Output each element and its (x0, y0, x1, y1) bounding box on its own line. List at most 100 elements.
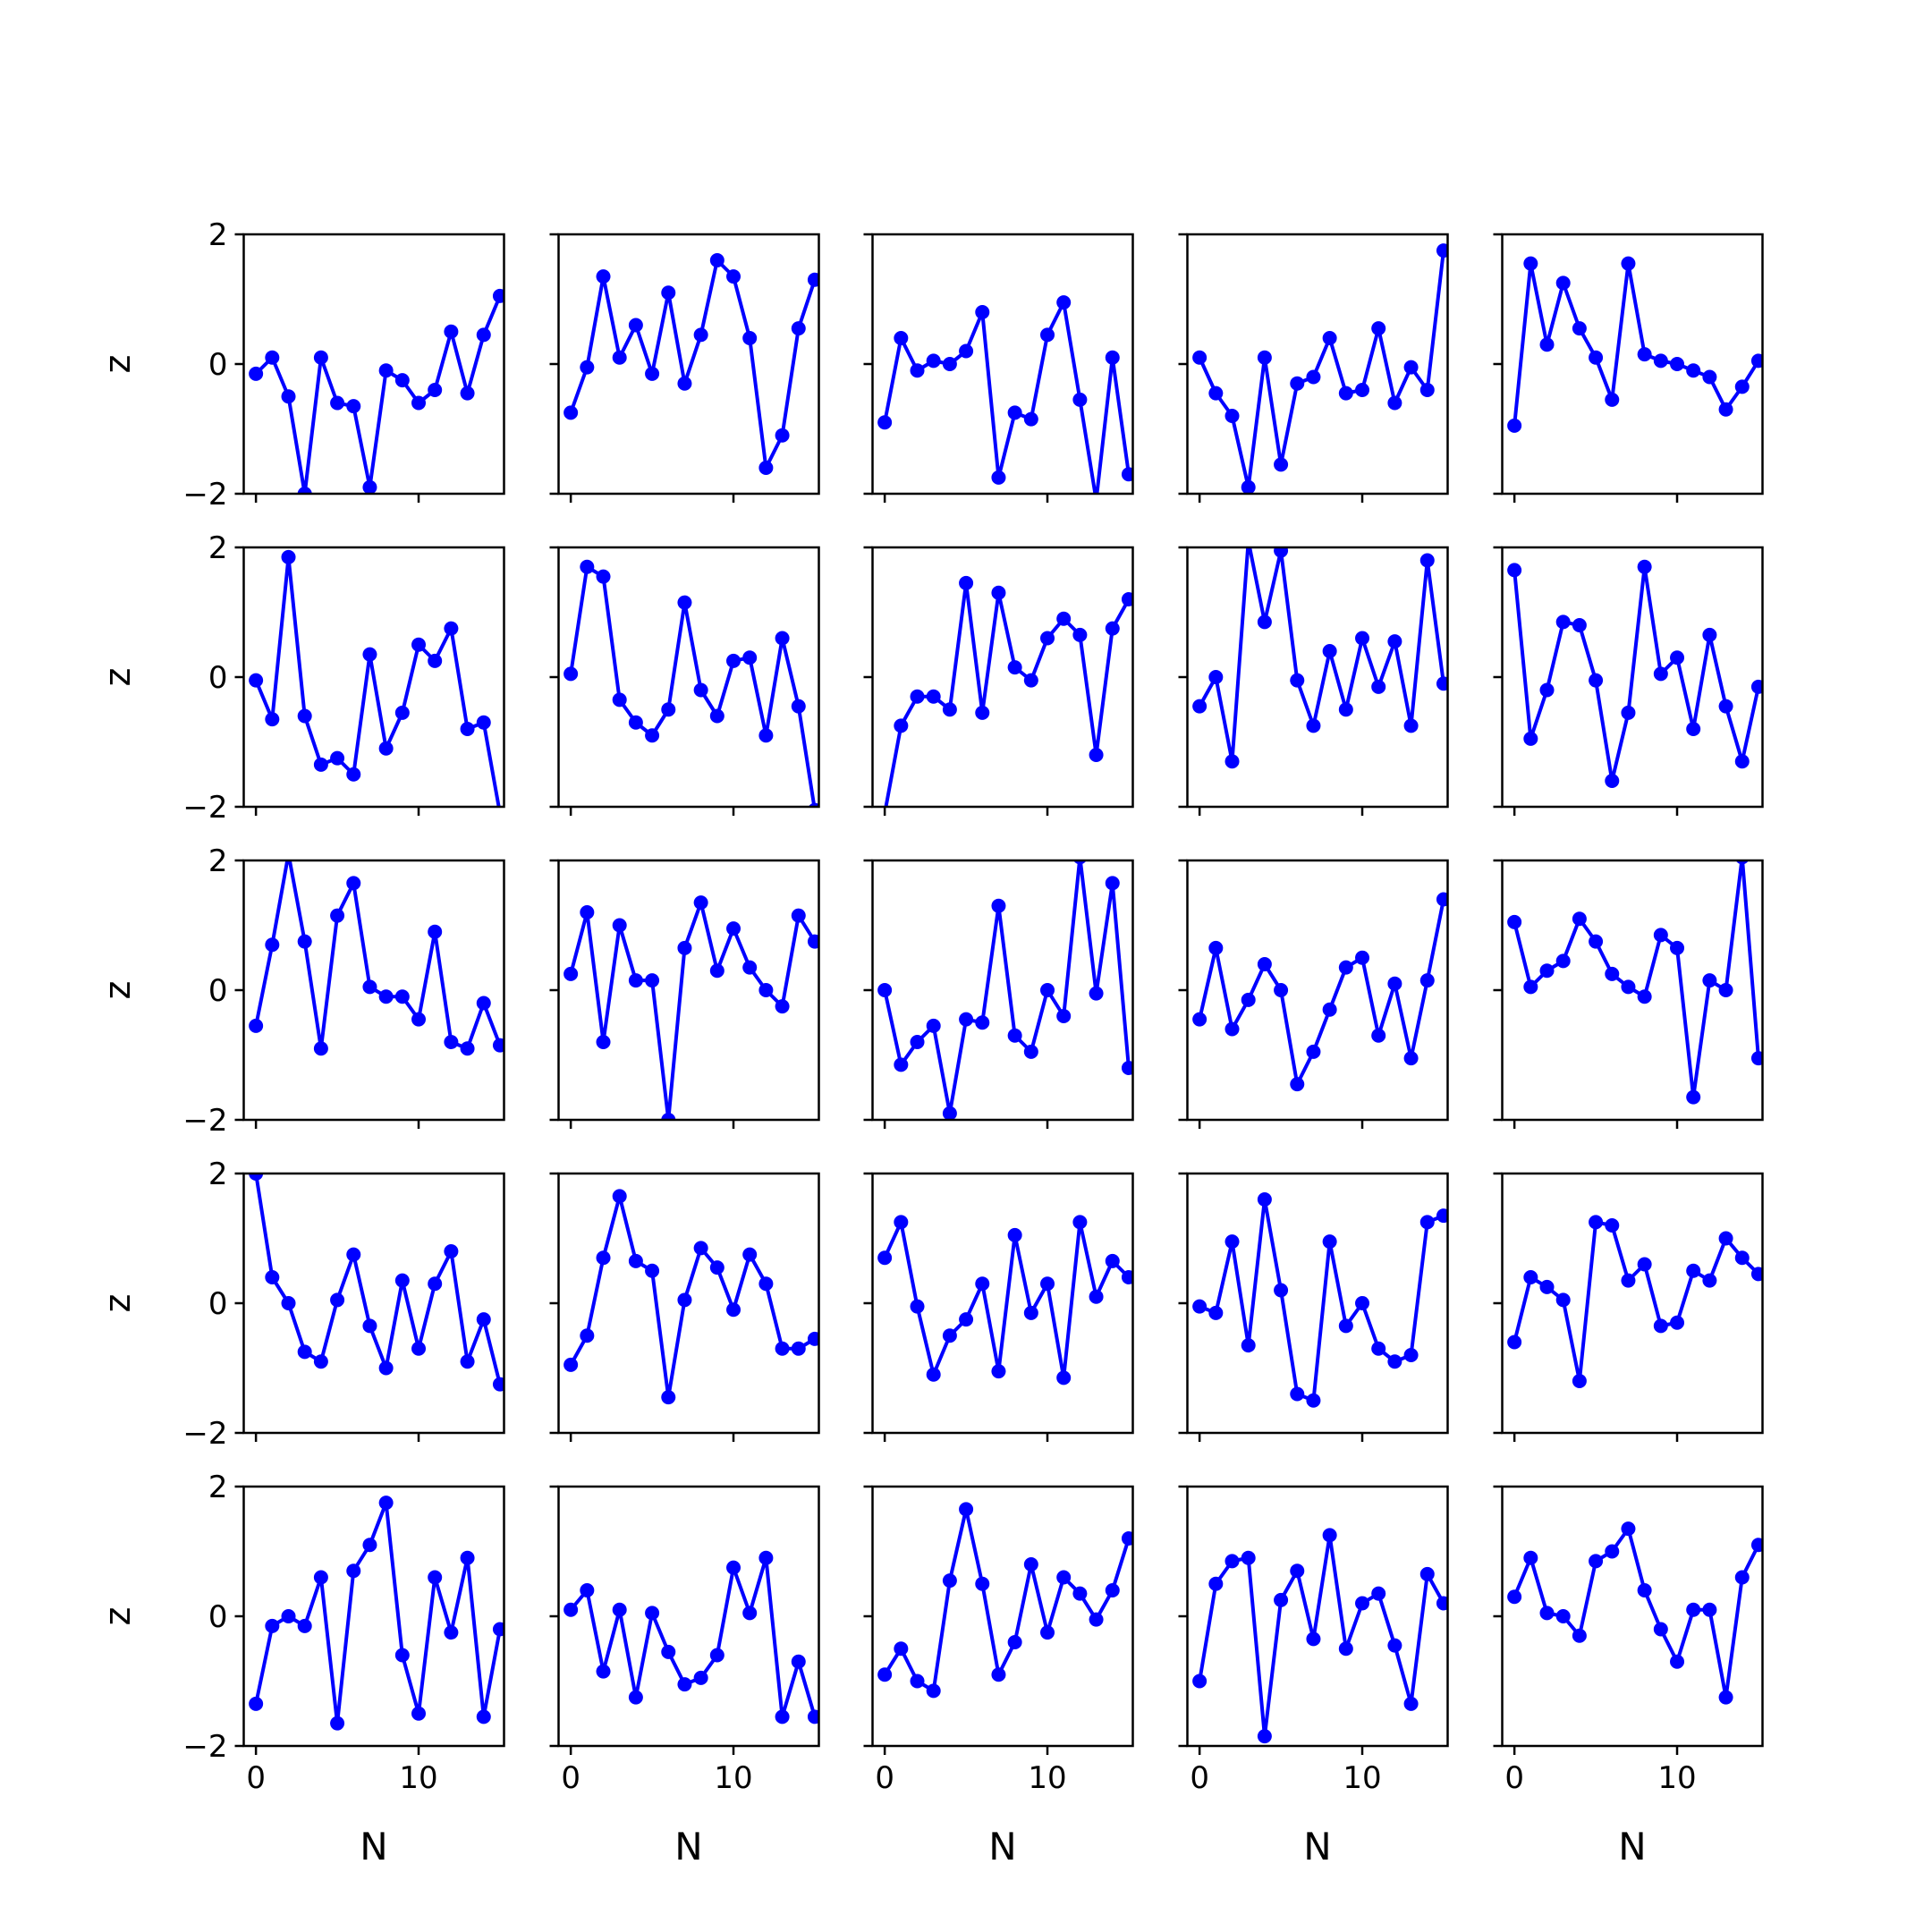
x-tick-label: 10 (399, 1760, 437, 1796)
x-tick-label: 10 (1657, 1760, 1696, 1796)
data-point (1589, 1554, 1604, 1569)
data-point (1436, 243, 1448, 258)
data-point (265, 937, 280, 953)
data-point (807, 934, 819, 949)
data-point (1089, 1612, 1104, 1627)
data-point (926, 1018, 941, 1033)
y-tick-label: 2 (208, 1157, 228, 1192)
series (877, 860, 1133, 1120)
data-point (628, 973, 643, 988)
y-axis-label: z (97, 1607, 139, 1626)
series (1507, 559, 1763, 788)
data-point (362, 1318, 377, 1334)
data-point (726, 921, 741, 936)
data-point (1073, 860, 1087, 865)
data-point (758, 461, 774, 475)
data-point (1589, 350, 1604, 365)
data-point (1290, 673, 1305, 688)
data-point (1007, 1028, 1022, 1043)
data-point (249, 1696, 264, 1711)
data-point (1419, 553, 1435, 568)
data-point (313, 757, 328, 772)
data-point (1605, 774, 1620, 788)
data-point (1621, 979, 1636, 995)
data-point (942, 357, 957, 371)
data-point (726, 269, 741, 284)
data-point (1224, 409, 1240, 423)
data-point (1089, 748, 1104, 762)
data-point (596, 569, 611, 584)
x-axis-label: N (360, 1825, 387, 1868)
series-line (1513, 1220, 1760, 1383)
data-point (991, 585, 1006, 600)
data-point (460, 1041, 475, 1056)
data-point (1539, 963, 1555, 979)
data-point (1306, 1631, 1321, 1647)
data-point (1403, 1696, 1419, 1711)
subplot-r1-c3 (1178, 546, 1449, 816)
data-point (1105, 876, 1120, 891)
data-point (942, 1328, 957, 1343)
data-point (1007, 1227, 1022, 1242)
data-point (1735, 860, 1749, 865)
data-point (1686, 363, 1701, 378)
data-point (775, 428, 790, 443)
data-point (346, 767, 361, 782)
axes-frame (1501, 1172, 1764, 1435)
data-point (910, 1674, 925, 1689)
data-point (1621, 1521, 1636, 1537)
data-point (661, 1644, 676, 1659)
data-point (428, 383, 443, 397)
subplot-r1-c4 (1493, 546, 1764, 816)
data-point (1007, 660, 1022, 675)
data-point (959, 1502, 974, 1517)
data-point (492, 1377, 504, 1392)
data-point (775, 1709, 790, 1724)
data-point (1290, 1386, 1305, 1402)
y-tick-label: 0 (208, 660, 228, 696)
data-point (1750, 1051, 1763, 1066)
data-point (1241, 1550, 1256, 1565)
data-point (1072, 392, 1088, 407)
data-point (1523, 731, 1538, 746)
data-point (926, 353, 941, 369)
data-point (362, 979, 377, 995)
series (1507, 1521, 1763, 1705)
data-point (1040, 1625, 1055, 1640)
data-point (1387, 634, 1402, 649)
data-point (1056, 611, 1072, 626)
axes-frame (1186, 1172, 1449, 1435)
subplot-r4-c0: 0 10 −2 0 2 (182, 1470, 505, 1796)
data-point (791, 699, 806, 714)
series (249, 288, 504, 494)
data-point (1670, 1654, 1685, 1669)
data-point (1371, 1586, 1386, 1601)
series-line (254, 1174, 502, 1385)
data-point (1670, 650, 1685, 665)
data-point (791, 1341, 806, 1356)
data-point (709, 708, 724, 724)
data-point (265, 350, 280, 365)
data-point (1208, 1305, 1224, 1320)
data-point (1734, 754, 1750, 769)
subplot-r3-c3 (1178, 1172, 1449, 1442)
data-point (1089, 986, 1104, 1001)
x-axis-label: N (1303, 1825, 1331, 1868)
data-point (1572, 618, 1587, 632)
data-point (476, 327, 491, 343)
data-point (1419, 1215, 1435, 1230)
data-point (1653, 928, 1668, 943)
data-point (742, 960, 758, 975)
series-line (1513, 564, 1760, 783)
data-point (645, 1606, 660, 1621)
data-point (362, 1538, 377, 1553)
y-tick-label: 0 (208, 973, 228, 1009)
data-point (1555, 275, 1571, 291)
data-point (1523, 1550, 1538, 1565)
subplot-r0-c3 (1178, 233, 1449, 503)
data-point (346, 1563, 361, 1579)
data-point (1089, 1289, 1104, 1304)
data-point (1192, 1674, 1208, 1689)
data-point (709, 1648, 724, 1663)
data-point (492, 288, 504, 303)
